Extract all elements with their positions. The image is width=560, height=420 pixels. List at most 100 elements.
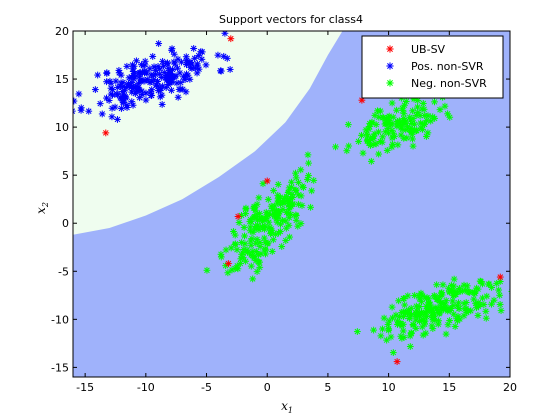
x-tick-label: 0 (264, 381, 271, 394)
neg-non-svr-point (396, 313, 404, 321)
pos-non-svr-point (117, 71, 125, 79)
pos-non-svr-point (190, 45, 198, 52)
neg-non-svr-point (388, 126, 396, 134)
points-layer (73, 31, 510, 366)
pos-non-svr-point (119, 83, 127, 91)
pos-non-svr-point (197, 48, 205, 56)
y-tick-label: 20 (55, 25, 69, 38)
neg-non-svr-point (387, 333, 395, 341)
pos-non-svr-point (146, 79, 154, 86)
neg-non-svr-point (249, 228, 257, 236)
pos-non-svr-point (107, 84, 115, 92)
neg-non-svr-point (308, 187, 316, 195)
pos-non-svr-point (131, 90, 139, 97)
neg-non-svr-point (244, 249, 251, 256)
neg-non-svr-point (402, 126, 410, 134)
neg-non-svr-point (375, 113, 383, 121)
pos-non-svr-point (94, 71, 102, 79)
neg-non-svr-point (408, 126, 416, 134)
x-tick-label: -10 (137, 381, 155, 394)
neg-non-svr-point (250, 254, 258, 262)
neg-non-svr-point (298, 182, 306, 190)
neg-non-svr-point (381, 120, 389, 128)
neg-non-svr-point (473, 304, 480, 312)
y-tick-label: -15 (51, 361, 69, 374)
neg-non-svr-point (462, 299, 470, 306)
neg-non-svr-point (438, 304, 445, 311)
neg-non-svr-point (353, 328, 361, 335)
neg-non-svr-point (387, 121, 395, 129)
neg-non-svr-point (423, 313, 430, 320)
neg-non-svr-point (274, 181, 282, 188)
neg-non-svr-point (393, 106, 400, 114)
neg-non-svr-point (455, 299, 462, 307)
neg-non-svr-point (278, 243, 286, 250)
legend-label-pos-non-svr: Pos. non-SVR (411, 60, 484, 73)
neg-non-svr-point (509, 293, 510, 295)
neg-non-svr-point (406, 332, 414, 340)
neg-non-svr-point (421, 120, 428, 128)
legend-marker-neg-non-svr (386, 79, 394, 87)
neg-non-svr-point (482, 314, 490, 322)
pos-non-svr-point (214, 51, 222, 59)
neg-non-svr-point (409, 321, 417, 329)
pos-non-svr-point (75, 90, 83, 98)
pos-non-svr-point (147, 71, 155, 79)
neg-non-svr-point (444, 307, 452, 315)
neg-non-svr-point (407, 304, 415, 312)
pos-non-svr-point (130, 72, 138, 79)
neg-non-svr-point (470, 289, 478, 297)
pos-non-svr-point (193, 69, 201, 77)
neg-non-svr-point (285, 206, 293, 214)
pos-non-svr-point (173, 79, 181, 87)
neg-non-svr-point (358, 131, 365, 139)
neg-non-svr-point (380, 314, 388, 322)
pos-non-svr-point (217, 67, 225, 75)
neg-non-svr-point (256, 238, 264, 246)
neg-non-svr-point (488, 300, 495, 308)
neg-non-svr-point (418, 308, 425, 316)
neg-non-svr-point (260, 234, 268, 242)
neg-non-svr-point (355, 138, 362, 145)
neg-non-svr-point (240, 224, 248, 231)
pos-non-svr-point (171, 60, 179, 68)
neg-non-svr-point (292, 187, 299, 194)
neg-non-svr-point (255, 251, 262, 259)
neg-non-svr-point (359, 149, 367, 157)
ub-sv-point (224, 260, 232, 267)
pos-non-svr-point (156, 93, 164, 101)
pos-non-svr-point (158, 101, 166, 108)
pos-non-svr-point (164, 81, 172, 88)
pos-non-svr-point (129, 65, 137, 73)
neg-non-svr-point (242, 210, 249, 218)
legend: UB-SV Pos. non-SVR Neg. non-SVR (361, 35, 504, 99)
neg-non-svr-point (255, 194, 263, 202)
neg-non-svr-point (429, 325, 437, 333)
neg-non-svr-point (448, 287, 456, 295)
pos-non-svr-point (164, 64, 172, 72)
y-tick-label: 0 (62, 217, 69, 230)
pos-non-svr-point (178, 58, 185, 66)
neg-non-svr-point (496, 301, 504, 308)
pos-non-svr-point (226, 66, 234, 73)
pos-non-svr-point (156, 87, 164, 95)
neg-non-svr-point (285, 188, 292, 196)
neg-non-svr-point (389, 349, 397, 356)
neg-non-svr-point (383, 336, 391, 344)
legend-marker-pos-non-svr (386, 62, 394, 70)
neg-non-svr-point (463, 282, 471, 290)
neg-non-svr-point (269, 236, 277, 244)
legend-label-ub-sv: UB-SV (411, 43, 446, 56)
pos-non-svr-point (111, 103, 119, 111)
pos-non-svr-point (114, 116, 121, 123)
neg-non-svr-point (482, 307, 490, 315)
pos-non-svr-point (123, 101, 131, 109)
pos-non-svr-point (119, 98, 127, 106)
neg-non-svr-point (273, 199, 281, 207)
pos-non-svr-point (138, 91, 146, 98)
x-axis-label: x1 (281, 399, 293, 415)
neg-non-svr-point (455, 305, 463, 312)
neg-non-svr-point (431, 98, 438, 106)
neg-non-svr-point (372, 121, 380, 129)
neg-non-svr-point (388, 303, 396, 311)
